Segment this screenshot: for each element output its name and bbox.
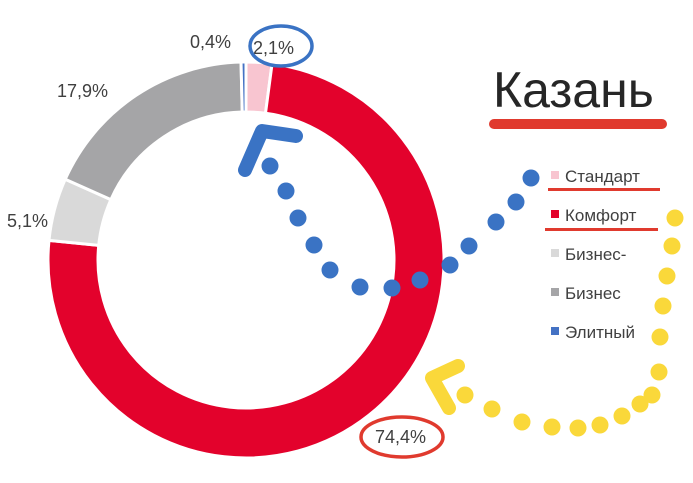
arrow-dot-yellow xyxy=(650,363,668,381)
arrow-dot-yellow xyxy=(666,209,684,227)
highlight-circle-red xyxy=(359,415,445,459)
arrow-dot-blue xyxy=(289,209,307,227)
arrow-dot-yellow xyxy=(569,419,587,437)
arrow-dot-blue xyxy=(261,157,279,175)
arrow-head-blue xyxy=(238,124,303,177)
data-label-standart: 2,1% xyxy=(253,38,294,58)
arrow-dot-yellow xyxy=(613,407,631,425)
legend: Стандарт Комфорт Бизнес- Бизнес Элитный xyxy=(545,167,660,342)
arrow-dot-yellow xyxy=(513,413,531,431)
arrow-dot-yellow xyxy=(456,386,474,404)
arrow-dot-yellow xyxy=(543,418,561,436)
arrow-dot-yellow xyxy=(483,400,501,418)
legend-swatch-biznes-minus xyxy=(551,249,559,257)
arrow-dot-blue xyxy=(305,236,323,254)
arrow-head-yellow xyxy=(425,359,465,415)
data-label-elitny: 0,4% xyxy=(190,32,231,52)
legend-swatch-komfort xyxy=(551,210,559,218)
arrow-dot-yellow xyxy=(643,386,661,404)
chart-title: Казань xyxy=(493,62,654,118)
legend-underline-standart xyxy=(548,188,660,191)
arrow-dots-blue xyxy=(261,157,540,297)
arrow-dot-blue xyxy=(460,237,478,255)
arrow-dot-yellow xyxy=(631,395,649,413)
arrow-dot-blue xyxy=(487,213,505,231)
data-label-komfort: 74,4% xyxy=(375,427,426,447)
donut-slices xyxy=(46,60,446,460)
legend-label-biznes-minus: Бизнес- xyxy=(565,245,626,264)
arrow-dot-blue xyxy=(507,193,525,211)
title-underline xyxy=(489,119,667,129)
arrow-dot-yellow xyxy=(663,237,681,255)
legend-swatch-standart xyxy=(551,171,559,179)
arrow-dot-blue xyxy=(351,278,369,296)
arrow-dot-blue xyxy=(383,279,401,297)
arrow-dot-blue xyxy=(441,256,459,274)
slice-elitny xyxy=(239,60,248,114)
legend-label-komfort: Комфорт xyxy=(565,206,637,225)
legend-label-biznes: Бизнес xyxy=(565,284,621,303)
arrow-dot-yellow xyxy=(658,267,676,285)
arrow-dot-blue xyxy=(321,261,339,279)
legend-swatch-biznes xyxy=(551,288,559,296)
data-label-biznes: 17,9% xyxy=(57,81,108,101)
legend-underline-komfort xyxy=(545,228,658,231)
arrow-dot-yellow xyxy=(591,416,609,434)
arrow-dot-blue xyxy=(277,182,295,200)
arrow-dot-yellow xyxy=(651,328,669,346)
legend-label-standart: Стандарт xyxy=(565,167,640,186)
data-label-biznes-minus: 5,1% xyxy=(7,211,48,231)
legend-label-elitny: Элитный xyxy=(565,323,635,342)
highlight-circle-blue xyxy=(248,24,314,68)
arrow-dots-yellow xyxy=(456,209,684,437)
arrow-dot-blue xyxy=(522,169,540,187)
arrow-dot-blue xyxy=(411,271,429,289)
arrow-dot-yellow xyxy=(654,297,672,315)
legend-swatch-elitny xyxy=(551,327,559,335)
